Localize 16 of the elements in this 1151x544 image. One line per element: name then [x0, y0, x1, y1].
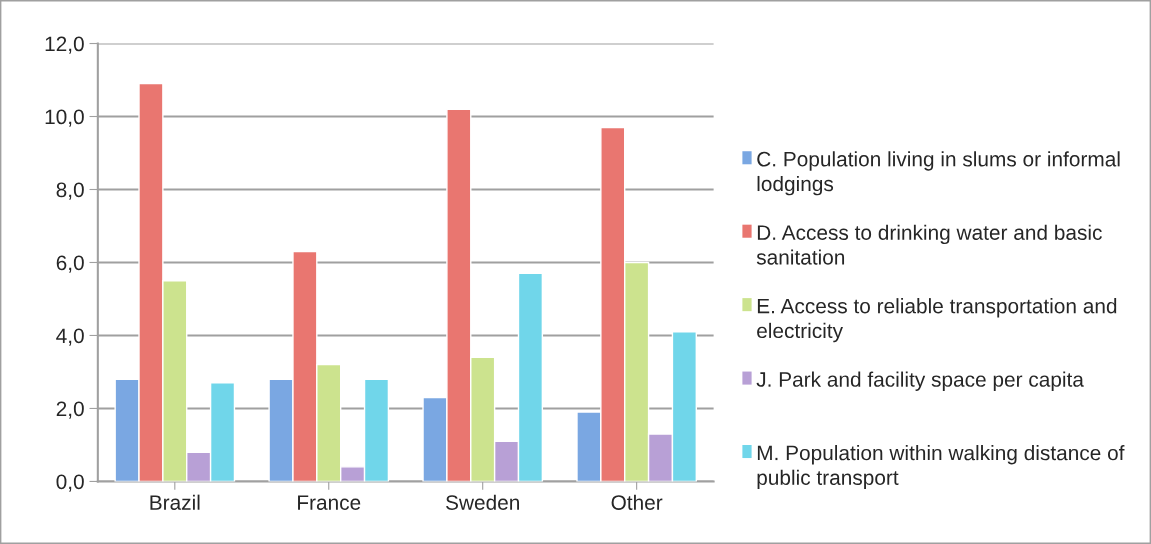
- y-tick-label: 2,0: [56, 401, 84, 419]
- legend-label: E. Access to reliable transportation and electricity: [757, 298, 1117, 343]
- legend-label: J. Park and facility space per capita: [756, 371, 1084, 391]
- y-tick-label: 4,0: [56, 328, 84, 346]
- x-tick-label: France: [298, 495, 361, 510]
- y-tick-label: 8,0: [56, 182, 84, 200]
- x-tick-label: Brazil: [150, 494, 200, 510]
- y-tick-label: 10,0: [45, 109, 84, 127]
- y-tick-label: 6,0: [56, 255, 84, 273]
- y-tick-label: 0,0: [56, 474, 84, 492]
- y-tick-label: 12,0: [45, 36, 84, 54]
- legend-label: C. Population living in slums or informal lodgings: [757, 151, 1120, 196]
- legend-label: M. Population within walking distance of public transport: [757, 444, 1125, 490]
- x-tick-label: Other: [611, 494, 663, 510]
- legend-label: D. Access to drinking water and basic sanitation: [756, 224, 1102, 265]
- x-tick-label: Sweden: [446, 494, 519, 510]
